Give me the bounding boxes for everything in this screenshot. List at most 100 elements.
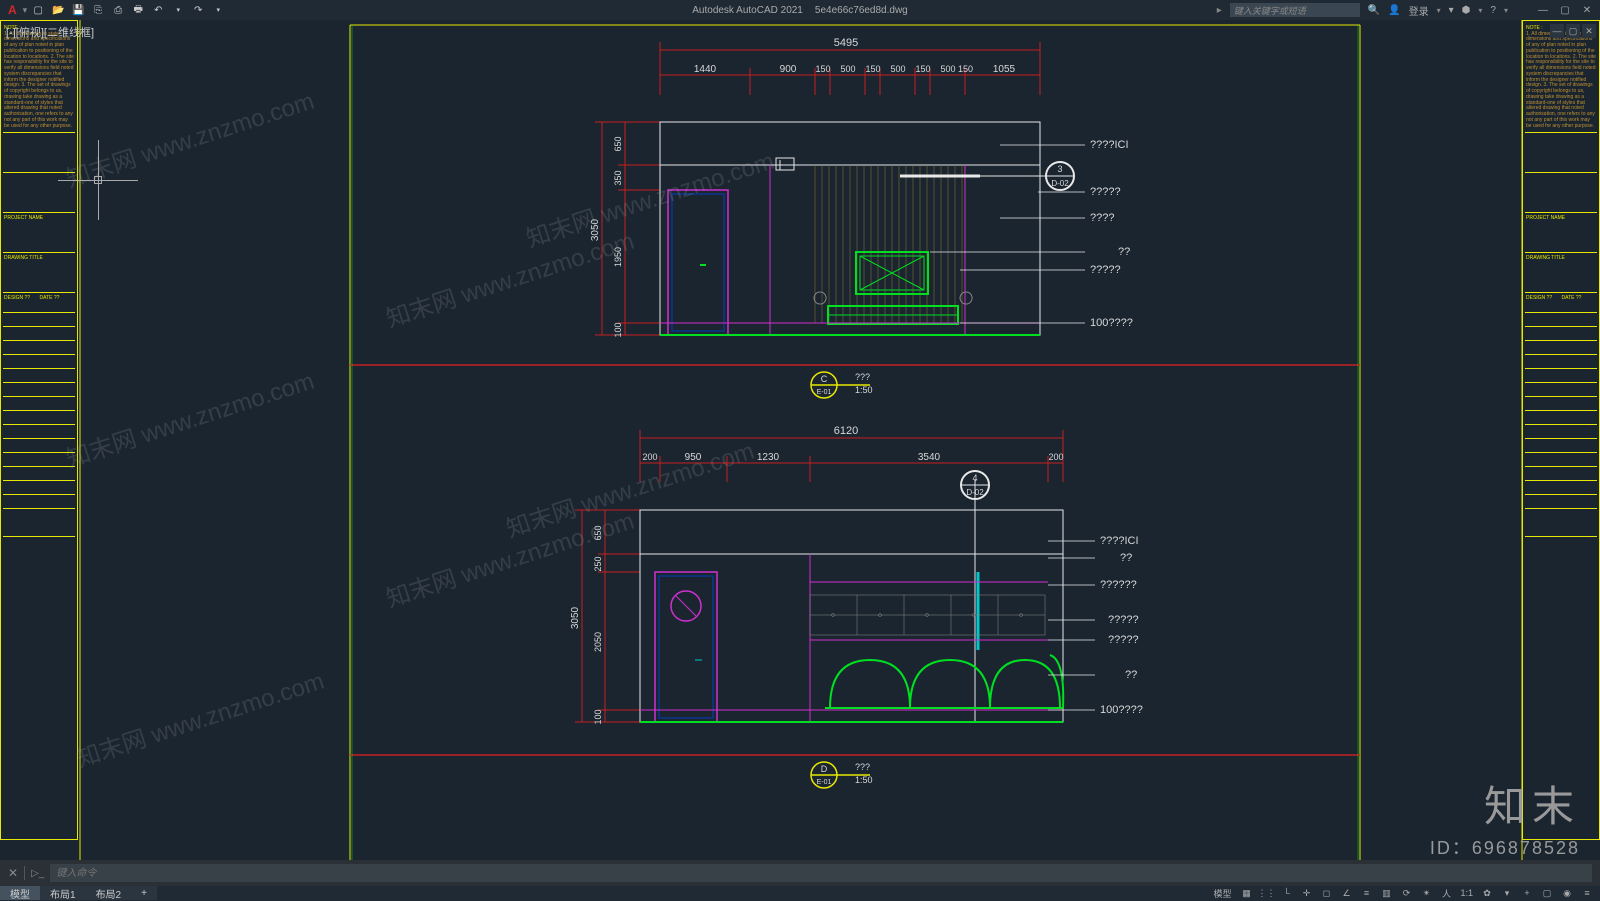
viewport-controls: — ▢ ✕ [1550,24,1596,38]
clean-icon[interactable]: ▢ [1538,887,1556,899]
svg-text:4: 4 [972,473,977,483]
tab-model[interactable]: 模型 [0,886,40,900]
svg-text:200: 200 [1048,452,1063,462]
command-line: ✕ ▷_ [0,860,1600,886]
drawing-canvas[interactable]: 5495 1440 900 150 500 150 500 150 500 15… [0,20,1600,860]
isolate-icon[interactable]: + [1518,887,1536,899]
hwaccel-icon[interactable]: ◉ [1558,887,1576,899]
svg-text:3: 3 [1057,164,1062,174]
svg-text:350: 350 [613,170,623,185]
tab-layout1[interactable]: 布局1 [40,886,86,900]
svg-text:950: 950 [685,452,702,463]
svg-text:150: 150 [958,64,973,74]
svg-text:3050: 3050 [570,606,581,629]
snap-icon[interactable]: ⋮⋮ [1257,887,1275,899]
annot-icon[interactable]: ✴ [1417,887,1435,899]
transparency-icon[interactable]: ▥ [1377,887,1395,899]
lineweight-icon[interactable]: ≡ [1357,887,1375,899]
cmdline-prompt-icon: ▷_ [31,868,44,879]
undo-icon[interactable]: ↶ [151,3,165,17]
grid-icon[interactable]: ▦ [1237,887,1255,899]
svg-text:D: D [821,764,828,774]
svg-text:200: 200 [642,452,657,462]
search-icon[interactable]: 🔍 [1368,5,1380,16]
vp-max-icon[interactable]: ▢ [1566,24,1580,38]
user-icon[interactable]: 👤 [1388,5,1400,16]
save-icon[interactable]: 💾 [71,3,85,17]
close-icon[interactable]: ✕ [1580,3,1594,17]
title-bar: A ▾ ▢ 📂 💾 ⎘ ⎙ 🖶 ↶ ▾ ↷ ▾ Autodesk AutoCAD… [0,0,1600,20]
svg-text:3540: 3540 [918,452,941,463]
workspace-icon[interactable]: ▾ [1498,887,1516,899]
cycle-icon[interactable]: ⟳ [1397,887,1415,899]
svg-text:150: 150 [865,64,880,74]
new-icon[interactable]: ▢ [31,3,45,17]
svg-text:??: ?? [1125,669,1137,681]
redo-drop-icon[interactable]: ▾ [211,3,225,17]
vp-close-icon[interactable]: ✕ [1582,24,1596,38]
svg-text:E-01: E-01 [817,389,832,396]
cart-icon[interactable]: ▾ [1449,5,1454,16]
svg-text:???: ??? [855,372,870,382]
help-icon[interactable]: ? [1490,5,1496,16]
app-logo: A [8,3,17,17]
gear-icon[interactable]: ✿ [1478,887,1496,899]
svg-text:????ICI: ????ICI [1090,139,1129,151]
svg-text:D-02: D-02 [966,488,984,497]
svg-text:500: 500 [840,64,855,74]
svg-text:650: 650 [593,525,603,540]
svg-text:C: C [821,374,828,384]
cmdline-close-icon[interactable]: ✕ [8,866,18,880]
status-scale[interactable]: 1:1 [1457,887,1476,899]
customize-icon[interactable]: ≡ [1578,887,1596,899]
svg-text:?????: ????? [1108,634,1139,646]
svg-text:????ICI: ????ICI [1100,535,1139,547]
svg-text:100????: 100???? [1100,704,1143,716]
otrack-icon[interactable]: ∠ [1337,887,1355,899]
vp-min-icon[interactable]: — [1550,24,1564,38]
status-bar: 模型 布局1 布局2 + 模型 ▦ ⋮⋮ └ ✛ ◻ ∠ ≡ ▥ ⟳ ✴ 人 1… [0,886,1600,900]
tab-layout2[interactable]: 布局2 [86,886,132,900]
undo-drop-icon[interactable]: ▾ [171,3,185,17]
svg-text:100????: 100???? [1090,317,1133,329]
app-title: Autodesk AutoCAD 2021 [692,5,803,16]
ortho-icon[interactable]: └ [1277,887,1295,899]
login-label[interactable]: 登录 [1409,3,1429,18]
print-icon[interactable]: 🖶 [131,3,145,17]
svg-text:D-02: D-02 [1051,179,1069,188]
svg-text:500: 500 [890,64,905,74]
redo-icon[interactable]: ↷ [191,3,205,17]
open-icon[interactable]: 📂 [51,3,65,17]
maximize-icon[interactable]: ▢ [1558,3,1572,17]
svg-text:?????: ????? [1108,614,1139,626]
polar-icon[interactable]: ✛ [1297,887,1315,899]
svg-text:100: 100 [593,709,603,724]
svg-text:1950: 1950 [613,247,623,267]
svg-text:??????: ?????? [1100,579,1137,591]
viewport-label[interactable]: [-][俯视][二维线框] [6,24,94,40]
svg-text:150: 150 [815,64,830,74]
svg-text:6120: 6120 [834,425,858,437]
saveas-icon[interactable]: ⎘ [91,3,105,17]
command-input[interactable] [50,864,1592,882]
app-icon[interactable]: ⬢ [1462,5,1471,16]
status-model[interactable]: 模型 [1209,887,1235,899]
svg-text:2050: 2050 [593,632,603,652]
svg-text:?????: ????? [1090,264,1121,276]
svg-text:1055: 1055 [993,64,1016,75]
svg-text:900: 900 [780,64,797,75]
svg-text:250: 250 [593,556,603,571]
svg-text:??: ?? [1118,246,1130,258]
plot-icon[interactable]: ⎙ [111,3,125,17]
minimize-icon[interactable]: — [1536,3,1550,17]
help-search[interactable]: 键入关键字或短语 [1230,3,1360,17]
osnap-icon[interactable]: ◻ [1317,887,1335,899]
svg-text:??: ?? [1120,552,1132,564]
svg-text:100: 100 [613,322,623,337]
file-name: 5e4e66c76ed8d.dwg [815,5,908,16]
annot2-icon[interactable]: 人 [1437,887,1455,899]
qat: ▢ 📂 💾 ⎘ ⎙ 🖶 ↶ ▾ ↷ ▾ [31,3,225,17]
tab-add[interactable]: + [131,886,157,900]
svg-text:500: 500 [940,64,955,74]
svg-text:???: ??? [855,762,870,772]
